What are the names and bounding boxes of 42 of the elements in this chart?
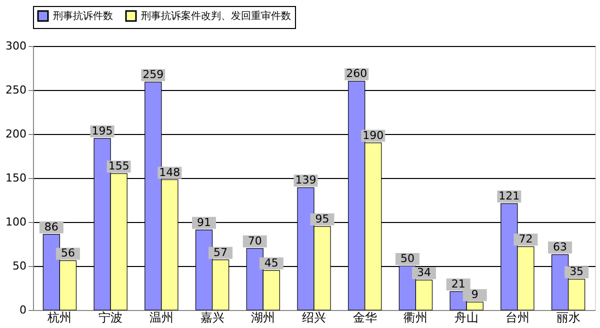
- x-tick-label: 湖州: [251, 310, 276, 324]
- data-label: 195: [92, 124, 113, 138]
- legend-label: 刑事抗诉案件改判、发回重审件数: [141, 10, 291, 22]
- data-label: 70: [248, 234, 262, 248]
- x-tick-label: 衢州: [404, 310, 428, 324]
- data-label: 45: [264, 256, 278, 270]
- data-label: 121: [498, 190, 520, 203]
- data-label: 57: [214, 246, 228, 259]
- x-tick-label: 温州: [149, 310, 174, 324]
- x-tick-label: 舟山: [454, 310, 479, 324]
- x-tick-label: 杭州: [46, 310, 72, 324]
- data-label: 139: [295, 174, 316, 187]
- data-label: 190: [362, 128, 384, 142]
- data-label: 148: [159, 166, 180, 179]
- x-tick-label: 嘉兴: [200, 310, 224, 324]
- x-tick-label: 丽水: [556, 310, 580, 324]
- data-label: 50: [400, 252, 414, 265]
- data-label: 34: [416, 266, 431, 280]
- data-label: 72: [518, 232, 533, 246]
- data-label: 21: [451, 278, 466, 291]
- data-label: 91: [197, 216, 212, 229]
- data-label: 259: [142, 68, 164, 82]
- y-tick-label: 150: [6, 172, 26, 184]
- y-tick-label: 100: [6, 216, 26, 228]
- data-label: 56: [60, 246, 75, 260]
- x-tick-label: 宁波: [98, 310, 123, 324]
- data-label: 95: [315, 212, 330, 226]
- x-tick-label: 台州: [505, 310, 530, 324]
- y-tick-label: 0: [20, 304, 26, 316]
- data-label: 260: [346, 67, 368, 80]
- data-label: 155: [108, 160, 130, 173]
- y-tick-label: 50: [12, 260, 26, 272]
- x-tick-label: 金华: [352, 310, 377, 324]
- legend-label: 刑事抗诉件数: [53, 10, 113, 22]
- y-tick-label: 300: [6, 40, 26, 52]
- x-tick-label: 绍兴: [302, 310, 326, 324]
- data-label: 86: [44, 220, 58, 234]
- data-label: 63: [553, 240, 568, 254]
- y-tick-label: 200: [6, 128, 26, 140]
- y-tick-label: 250: [6, 84, 26, 96]
- data-label: 35: [570, 265, 584, 278]
- data-label: 9: [471, 288, 478, 302]
